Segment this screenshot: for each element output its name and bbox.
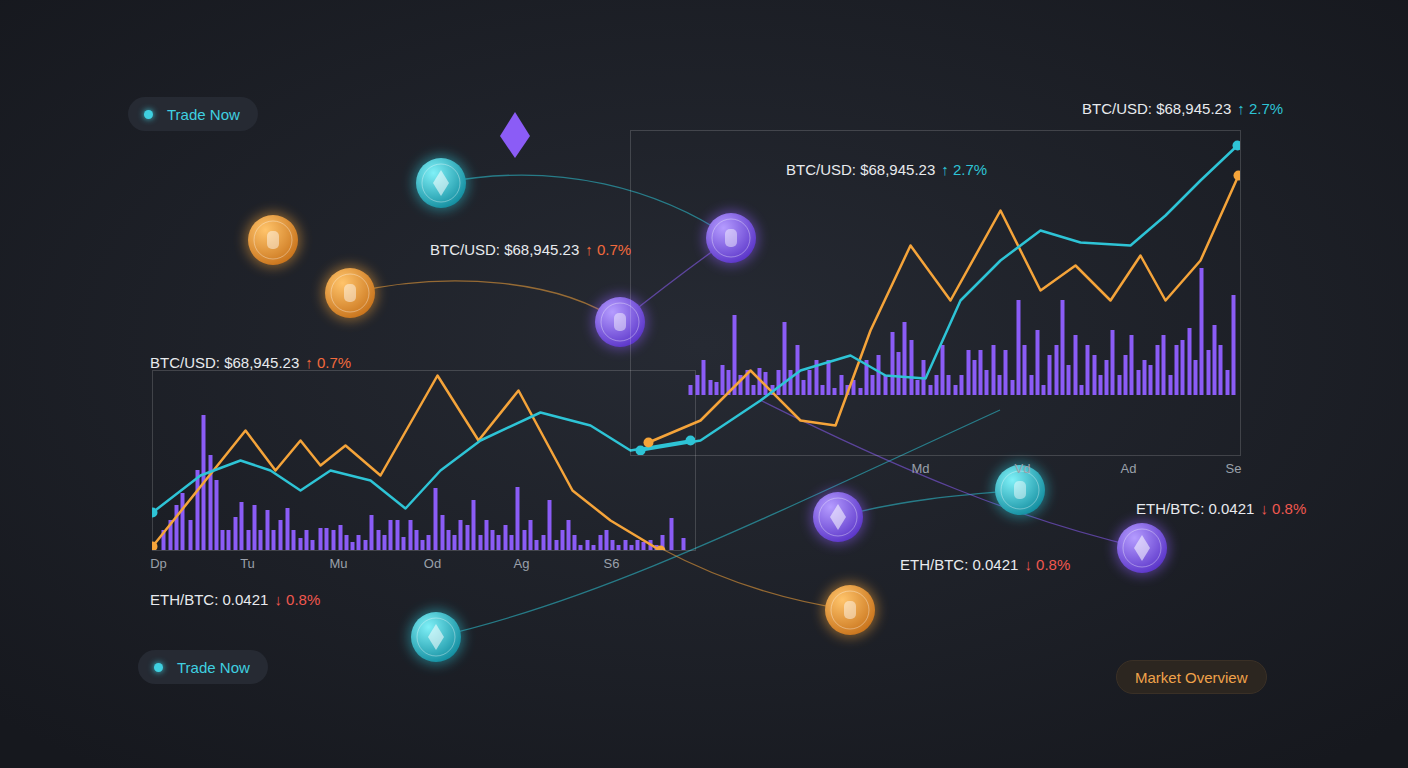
svg-text:Vd: Vd [1015,461,1031,476]
svg-text:Ag: Ag [514,556,530,571]
svg-text:Mu: Mu [329,556,347,571]
html-text:ETH/BTC: 0.0421 ↓ 0.8%: ETH/BTC: 0.0421 ↓ 0.8% [1136,500,1307,517]
html-text:Trade Now: Trade Now [177,658,250,676]
html-text:BTC/USD: $68,945.23 ↑ 2.7%: BTC/USD: $68,945.23 ↑ 2.7% [786,161,988,178]
html-text:BTC/USD: $68,945.23 ↑ 0.7%: BTC/USD: $68,945.23 ↑ 0.7% [150,354,352,371]
svg-text:Md: Md [911,461,929,476]
svg-text:Od: Od [424,556,441,571]
html-text:Market Overview: Market Overview [1135,668,1248,686]
svg-text:Dp: Dp [150,556,167,571]
html-text:ETH/BTC: 0.0421 ↓ 0.8%: ETH/BTC: 0.0421 ↓ 0.8% [150,591,321,608]
html-text:ETH/BTC: 0.0421 ↓ 0.8%: ETH/BTC: 0.0421 ↓ 0.8% [900,556,1071,573]
svg-text:Ad: Ad [1121,461,1137,476]
html-text:BTC/USD: $68,945.23 ↑ 0.7%: BTC/USD: $68,945.23 ↑ 0.7% [430,241,632,258]
html-text:Trade Now: Trade Now [167,105,240,123]
html-text:BTC/USD: $68,945.23 ↑ 2.7%: BTC/USD: $68,945.23 ↑ 2.7% [1082,100,1284,117]
svg-text:S6: S6 [604,556,620,571]
svg-text:Se: Se [1226,461,1242,476]
svg-text:Tu: Tu [240,556,255,571]
